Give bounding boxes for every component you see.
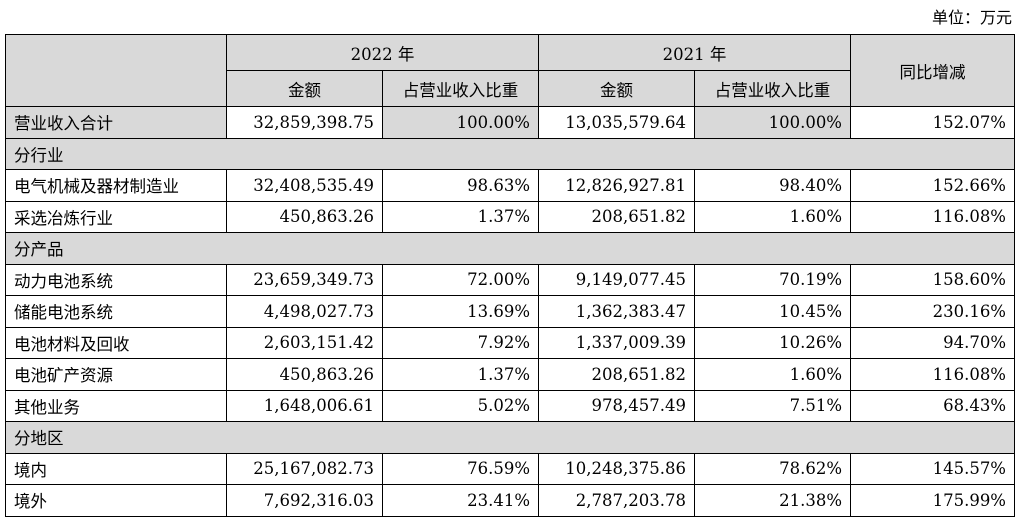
ratio-2022: 1.37%	[382, 358, 539, 391]
total-amount-2021: 13,035,579.64	[538, 106, 695, 139]
section-row: 分地区	[5, 421, 1015, 454]
header-yoy: 同比增减	[850, 34, 1015, 107]
amount-2021: 10,248,375.86	[538, 452, 695, 485]
row-label: 境外	[5, 484, 227, 517]
yoy-change: 158.60%	[850, 263, 1015, 296]
revenue-table: 2022 年 2021 年 同比增减 金额 占营业收入比重 金额 占营业收入比重…	[5, 34, 1015, 517]
row-label: 动力电池系统	[5, 263, 227, 296]
yoy-change: 116.08%	[850, 358, 1015, 391]
yoy-change: 175.99%	[850, 484, 1015, 517]
row-label: 其他业务	[5, 389, 227, 422]
amount-2022: 2,603,151.42	[226, 326, 383, 359]
ratio-2021: 7.51%	[694, 389, 851, 422]
amount-2022: 1,648,006.61	[226, 389, 383, 422]
section-title: 分产品	[5, 232, 1015, 265]
unit-label: 单位：万元	[931, 8, 1012, 27]
ratio-2021: 1.60%	[694, 200, 851, 233]
header-amount-2022: 金额	[226, 70, 383, 107]
amount-2021: 978,457.49	[538, 389, 695, 422]
yoy-change: 152.66%	[850, 169, 1015, 202]
ratio-2021: 10.45%	[694, 295, 851, 328]
amount-2021: 1,337,009.39	[538, 326, 695, 359]
section-title: 分行业	[5, 137, 1015, 170]
header-row-years: 2022 年 2021 年 同比增减	[5, 34, 1015, 107]
ratio-2021: 70.19%	[694, 263, 851, 296]
amount-2021: 2,787,203.78	[538, 484, 695, 517]
header-amount-2021: 金额	[538, 70, 695, 107]
amount-2021: 12,826,927.81	[538, 169, 695, 202]
table-row: 储能电池系统 4,498,027.73 13.69% 1,362,383.47 10.4…	[5, 295, 1015, 328]
amount-2022: 4,498,027.73	[226, 295, 383, 328]
table-row: 境外 7,692,316.03 23.41% 2,787,203.78 21.38% 17…	[5, 484, 1015, 517]
table-row: 境内 25,167,082.73 76.59% 10,248,375.86 78.62%…	[5, 452, 1015, 485]
ratio-2022: 13.69%	[382, 295, 539, 328]
section-title: 分地区	[5, 421, 1015, 454]
table-row: 电池矿产资源 450,863.26 1.37% 208,651.82 1.60% 116.…	[5, 358, 1015, 391]
amount-2021: 1,362,383.47	[538, 295, 695, 328]
amount-2021: 208,651.82	[538, 200, 695, 233]
table-row: 其他业务 1,648,006.61 5.02% 978,457.49 7.51% 68.4…	[5, 389, 1015, 422]
ratio-2021: 10.26%	[694, 326, 851, 359]
row-label: 采选冶炼行业	[5, 200, 227, 233]
yoy-change: 145.57%	[850, 452, 1015, 485]
total-ratio-2022: 100.00%	[382, 106, 539, 139]
amount-2021: 208,651.82	[538, 358, 695, 391]
ratio-2022: 98.63%	[382, 169, 539, 202]
row-label: 电气机械及器材制造业	[5, 169, 227, 202]
header-ratio-2022: 占营业收入比重	[382, 70, 539, 107]
yoy-change: 68.43%	[850, 389, 1015, 422]
total-ratio-2021: 100.00%	[694, 106, 851, 139]
section-row: 分产品	[5, 232, 1015, 265]
ratio-2021: 1.60%	[694, 358, 851, 391]
amount-2021: 9,149,077.45	[538, 263, 695, 296]
header-year-2022: 2022 年	[226, 34, 539, 71]
header-row-metrics: 金额 占营业收入比重 金额 占营业收入比重	[6, 70, 1015, 107]
yoy-change: 94.70%	[850, 326, 1015, 359]
table-row: 电池材料及回收 2,603,151.42 7.92% 1,337,009.39 10.2…	[5, 326, 1015, 359]
ratio-2021: 21.38%	[694, 484, 851, 517]
ratio-2022: 72.00%	[382, 263, 539, 296]
ratio-2021: 78.62%	[694, 452, 851, 485]
yoy-change: 116.08%	[850, 200, 1015, 233]
total-yoy: 152.07%	[850, 106, 1015, 139]
amount-2022: 450,863.26	[226, 200, 383, 233]
amount-2022: 23,659,349.73	[226, 263, 383, 296]
ratio-2022: 76.59%	[382, 452, 539, 485]
ratio-2022: 23.41%	[382, 484, 539, 517]
header-ratio-2021: 占营业收入比重	[694, 70, 851, 107]
row-label: 电池材料及回收	[5, 326, 227, 359]
total-label: 营业收入合计	[5, 106, 227, 139]
section-row: 分行业	[5, 137, 1015, 170]
row-label: 境内	[5, 452, 227, 485]
ratio-2022: 1.37%	[382, 200, 539, 233]
ratio-2022: 7.92%	[382, 326, 539, 359]
total-row: 营业收入合计 32,859,398.75 100.00% 13,035,579.…	[5, 106, 1015, 139]
row-label: 电池矿产资源	[5, 358, 227, 391]
table-row: 动力电池系统 23,659,349.73 72.00% 9,149,077.45 70.…	[5, 263, 1015, 296]
table-row: 电气机械及器材制造业 32,408,535.49 98.63% 12,826,927.…	[5, 169, 1015, 202]
amount-2022: 450,863.26	[226, 358, 383, 391]
ratio-2021: 98.40%	[694, 169, 851, 202]
yoy-change: 230.16%	[850, 295, 1015, 328]
amount-2022: 25,167,082.73	[226, 452, 383, 485]
table-row: 采选冶炼行业 450,863.26 1.37% 208,651.82 1.60% 116.…	[5, 200, 1015, 233]
ratio-2022: 5.02%	[382, 389, 539, 422]
row-label: 储能电池系统	[5, 295, 227, 328]
total-amount-2022: 32,859,398.75	[226, 106, 383, 139]
header-blank-cell	[5, 34, 227, 107]
header-year-2021: 2021 年	[538, 34, 851, 71]
amount-2022: 32,408,535.49	[226, 169, 383, 202]
amount-2022: 7,692,316.03	[226, 484, 383, 517]
